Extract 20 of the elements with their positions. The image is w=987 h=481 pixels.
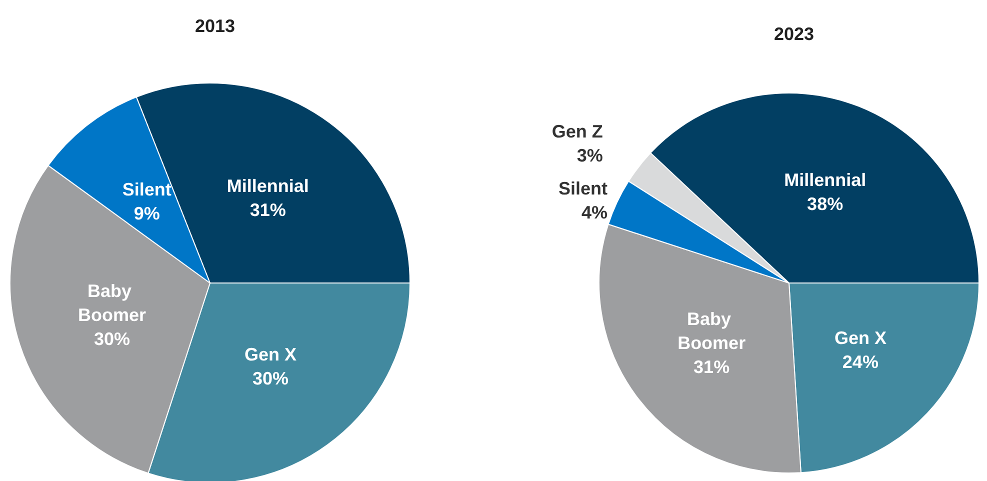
data-label: 3% — [576, 145, 603, 166]
data-label: 9% — [134, 204, 160, 224]
slice-label: Millennial — [226, 176, 309, 196]
slice-label: Baby Boomer — [678, 309, 746, 354]
slice-label: Silent — [122, 180, 172, 200]
chart-title: 2023 — [774, 24, 814, 44]
slice-label: Millennial — [784, 170, 866, 190]
data-label: 31% — [250, 200, 286, 220]
slice-label: Gen X — [244, 344, 297, 364]
slice-label: Silent — [558, 178, 608, 198]
data-label: 30% — [94, 328, 130, 349]
slice-label: Gen Z — [552, 121, 603, 142]
data-label: 38% — [807, 194, 844, 214]
slice-label: Baby Boomer — [78, 280, 146, 325]
data-label: 24% — [842, 352, 878, 372]
slice-label: Gen X — [834, 328, 886, 348]
data-label: 30% — [252, 368, 289, 388]
data-label: 31% — [694, 357, 730, 378]
data-label: 4% — [581, 202, 608, 222]
chart-title: 2013 — [194, 16, 236, 36]
